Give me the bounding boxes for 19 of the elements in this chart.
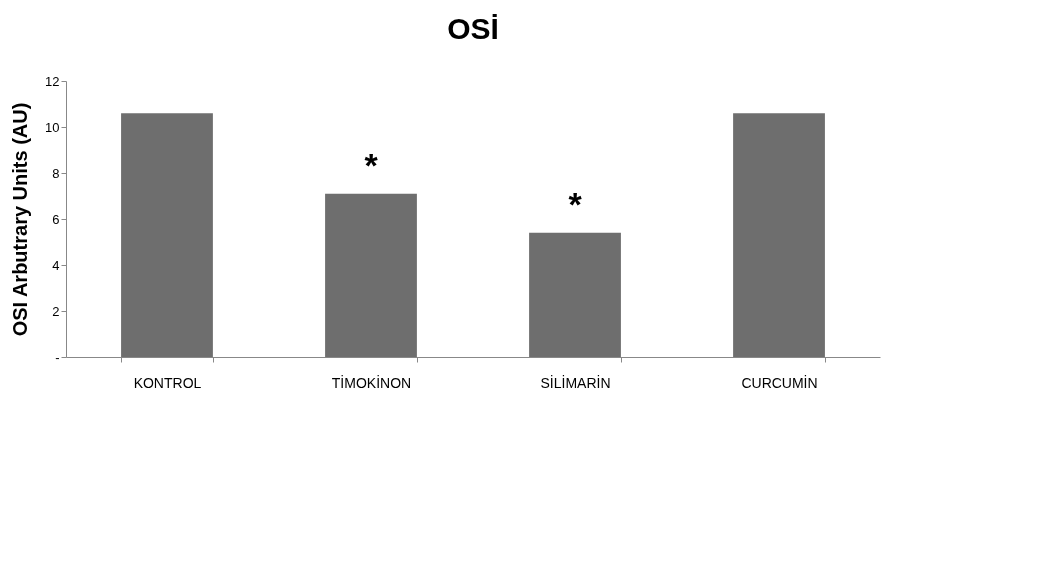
y-tick-label: 6: [52, 211, 60, 227]
x-tick-label: CURCUMİN: [741, 373, 818, 391]
y-tick-label: 4: [52, 257, 60, 273]
y-tick-label: 10: [45, 119, 60, 135]
x-tick-label: KONTROL: [133, 374, 202, 391]
y-tick-label: 2: [52, 303, 60, 319]
chart-title: OSİ: [447, 12, 499, 45]
y-tick-label: 12: [45, 73, 60, 89]
y-tick-label: -: [55, 349, 60, 365]
bar: [529, 232, 621, 357]
x-tick-label: TİMOKİNON: [331, 373, 412, 391]
y-tick-label: 8: [52, 165, 60, 181]
annotation: *: [568, 184, 583, 223]
annotation: *: [364, 145, 379, 184]
y-axis-title: OSI Arbutrary Units (AU): [9, 102, 32, 337]
bar: [325, 193, 417, 357]
bar: [733, 113, 825, 357]
bar: [121, 113, 213, 357]
x-tick-label: SİLİMARİN: [540, 373, 611, 391]
